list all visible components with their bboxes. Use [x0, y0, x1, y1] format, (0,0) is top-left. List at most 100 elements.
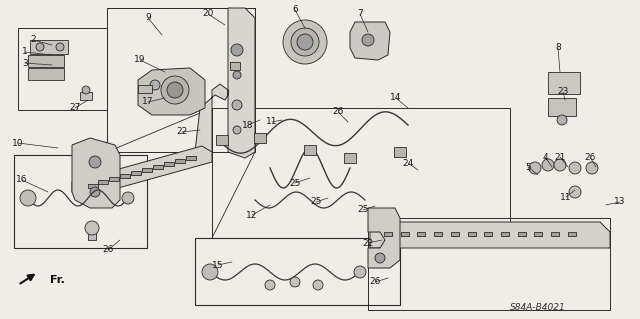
Bar	[88, 184, 98, 188]
Bar	[30, 40, 68, 54]
Bar	[28, 55, 64, 67]
Bar	[28, 68, 64, 80]
Bar	[518, 232, 526, 236]
Text: 3: 3	[22, 58, 28, 68]
Bar	[344, 153, 356, 163]
Text: 22: 22	[362, 239, 374, 248]
Text: 25: 25	[289, 179, 301, 188]
Text: 26: 26	[369, 278, 381, 286]
Circle shape	[231, 44, 243, 56]
Circle shape	[122, 192, 134, 204]
Bar	[451, 232, 459, 236]
Bar	[368, 218, 610, 310]
Circle shape	[557, 115, 567, 125]
Text: 9: 9	[145, 13, 151, 23]
Bar	[434, 232, 442, 236]
Text: 12: 12	[246, 211, 258, 219]
Bar	[138, 85, 152, 93]
Bar	[568, 232, 576, 236]
Bar	[98, 180, 108, 184]
Text: 18: 18	[243, 121, 253, 130]
Circle shape	[554, 159, 566, 171]
Text: 11: 11	[266, 117, 278, 127]
Text: 24: 24	[403, 159, 413, 167]
Bar	[254, 133, 266, 143]
Text: 5: 5	[525, 162, 531, 172]
Bar	[175, 159, 185, 163]
Circle shape	[375, 253, 385, 263]
Circle shape	[290, 277, 300, 287]
Circle shape	[283, 20, 327, 64]
Circle shape	[313, 280, 323, 290]
Circle shape	[167, 82, 183, 98]
Circle shape	[542, 159, 554, 171]
Text: 15: 15	[212, 261, 224, 270]
Bar	[131, 171, 141, 175]
Circle shape	[297, 34, 313, 50]
Circle shape	[586, 162, 598, 174]
Bar	[164, 162, 174, 166]
Text: 27: 27	[69, 103, 81, 113]
Bar	[14, 155, 147, 248]
Circle shape	[202, 264, 218, 280]
Bar	[384, 232, 392, 236]
Circle shape	[90, 187, 100, 197]
Text: Fr.: Fr.	[50, 275, 65, 285]
Bar	[394, 147, 406, 157]
Bar	[534, 232, 542, 236]
Circle shape	[291, 28, 319, 56]
Text: 22: 22	[177, 128, 188, 137]
Text: 26: 26	[584, 152, 596, 161]
Bar	[468, 232, 476, 236]
Text: 1: 1	[22, 48, 28, 56]
Circle shape	[529, 162, 541, 174]
Bar	[212, 108, 510, 238]
Circle shape	[56, 43, 64, 51]
Circle shape	[89, 156, 101, 168]
Bar	[501, 232, 509, 236]
Circle shape	[569, 186, 581, 198]
Polygon shape	[72, 138, 120, 208]
Text: S84A-B4021: S84A-B4021	[510, 303, 566, 313]
Bar	[80, 92, 92, 100]
Text: 26: 26	[332, 108, 344, 116]
Text: 7: 7	[357, 10, 363, 19]
Text: 8: 8	[555, 43, 561, 53]
Bar	[304, 145, 316, 155]
Bar	[417, 232, 425, 236]
Bar	[484, 232, 492, 236]
Text: 17: 17	[142, 98, 154, 107]
Circle shape	[85, 221, 99, 235]
Circle shape	[232, 100, 242, 110]
Text: 6: 6	[292, 5, 298, 14]
Text: 11: 11	[560, 192, 572, 202]
Text: 25: 25	[310, 197, 322, 206]
Text: 20: 20	[202, 10, 214, 19]
Bar	[109, 177, 119, 181]
Bar	[548, 98, 576, 116]
Bar	[548, 72, 580, 94]
Polygon shape	[72, 146, 212, 198]
Text: 10: 10	[12, 138, 24, 147]
Circle shape	[354, 266, 366, 278]
Circle shape	[362, 34, 374, 46]
Text: 23: 23	[557, 87, 569, 97]
Circle shape	[20, 190, 36, 206]
Circle shape	[150, 80, 160, 90]
Circle shape	[36, 43, 44, 51]
Text: 4: 4	[542, 152, 548, 161]
Bar	[107, 8, 255, 152]
Bar	[401, 232, 409, 236]
Circle shape	[569, 162, 581, 174]
Polygon shape	[195, 8, 255, 158]
Polygon shape	[350, 22, 390, 60]
Bar	[186, 156, 196, 160]
Text: 14: 14	[390, 93, 402, 102]
Circle shape	[82, 86, 90, 94]
Circle shape	[233, 71, 241, 79]
Circle shape	[233, 126, 241, 134]
Bar	[153, 165, 163, 169]
Text: 16: 16	[16, 175, 28, 184]
Bar	[195, 238, 400, 305]
Text: 21: 21	[554, 152, 566, 161]
